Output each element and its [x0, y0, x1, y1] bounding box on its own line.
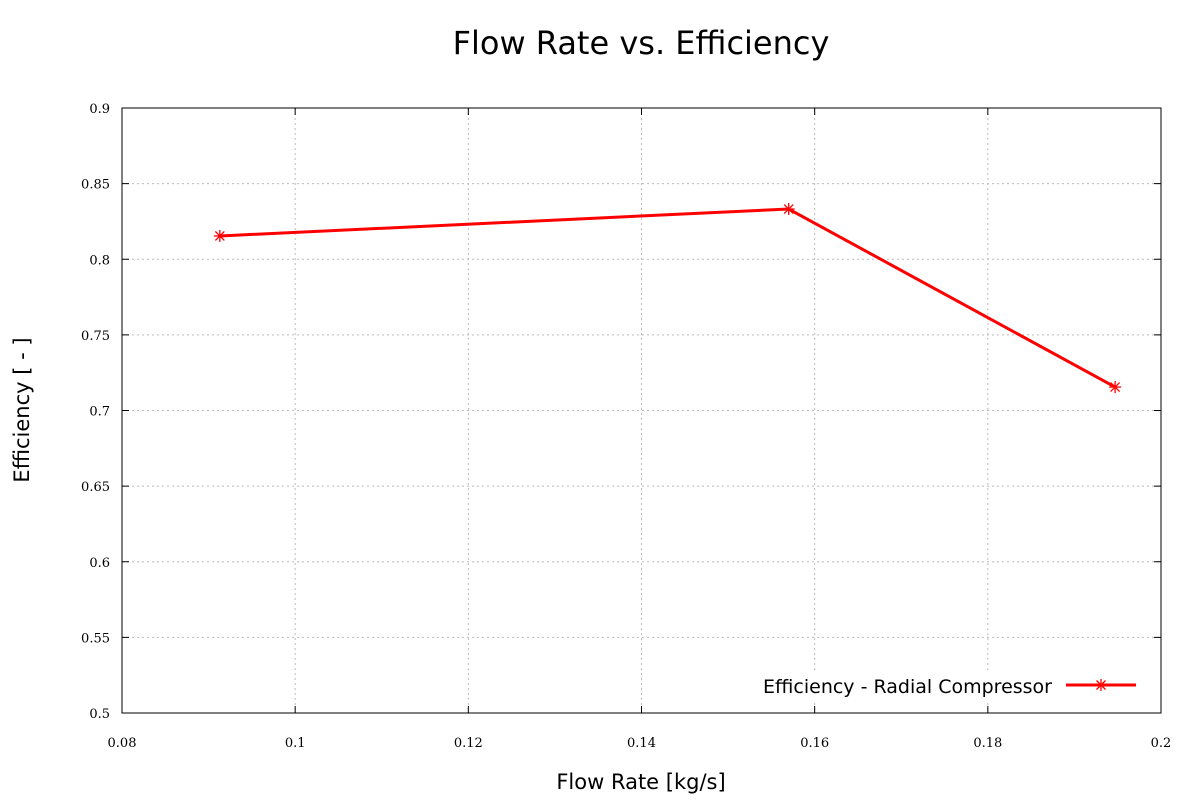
y-tick-label: 0.7 — [89, 405, 110, 420]
y-axis-label: Efficiency [ - ] — [10, 337, 34, 482]
x-tick-label: 0.16 — [800, 736, 829, 751]
y-tick-label: 0.6 — [89, 556, 110, 571]
x-tick-label: 0.08 — [108, 736, 137, 751]
axis-ticks: 0.08 0.1 0.12 0.14 0.16 0.18 0.2 0.5 0.55 0.6 0.65… — [81, 102, 1171, 751]
chart-title: Flow Rate vs. Efficiency — [453, 24, 830, 62]
y-tick-label: 0.8 — [89, 253, 110, 268]
series-efficiency — [213, 203, 1122, 394]
legend-label: Efficiency - Radial Compressor — [763, 676, 1052, 698]
x-tick-label: 0.12 — [454, 736, 483, 751]
y-tick-label: 0.85 — [81, 178, 110, 193]
x-tick-label: 0.14 — [627, 736, 656, 751]
data-point-marker — [1095, 679, 1107, 691]
y-tick-label: 0.65 — [81, 480, 110, 495]
y-tick-label: 0.9 — [89, 102, 110, 117]
grid — [122, 108, 1161, 713]
x-tick-label: 0.18 — [973, 736, 1002, 751]
x-tick-label: 0.2 — [1151, 736, 1172, 751]
legend: Efficiency - Radial Compressor — [763, 676, 1136, 698]
x-axis-label: Flow Rate [kg/s] — [556, 770, 725, 794]
series-line — [219, 207, 1116, 389]
data-point-marker — [782, 203, 795, 216]
data-point-marker — [1109, 381, 1122, 394]
y-tick-label: 0.5 — [89, 707, 110, 722]
data-point-marker — [213, 229, 226, 242]
y-tick-label: 0.75 — [81, 329, 110, 344]
y-tick-label: 0.55 — [81, 631, 110, 646]
x-tick-label: 0.1 — [285, 736, 306, 751]
